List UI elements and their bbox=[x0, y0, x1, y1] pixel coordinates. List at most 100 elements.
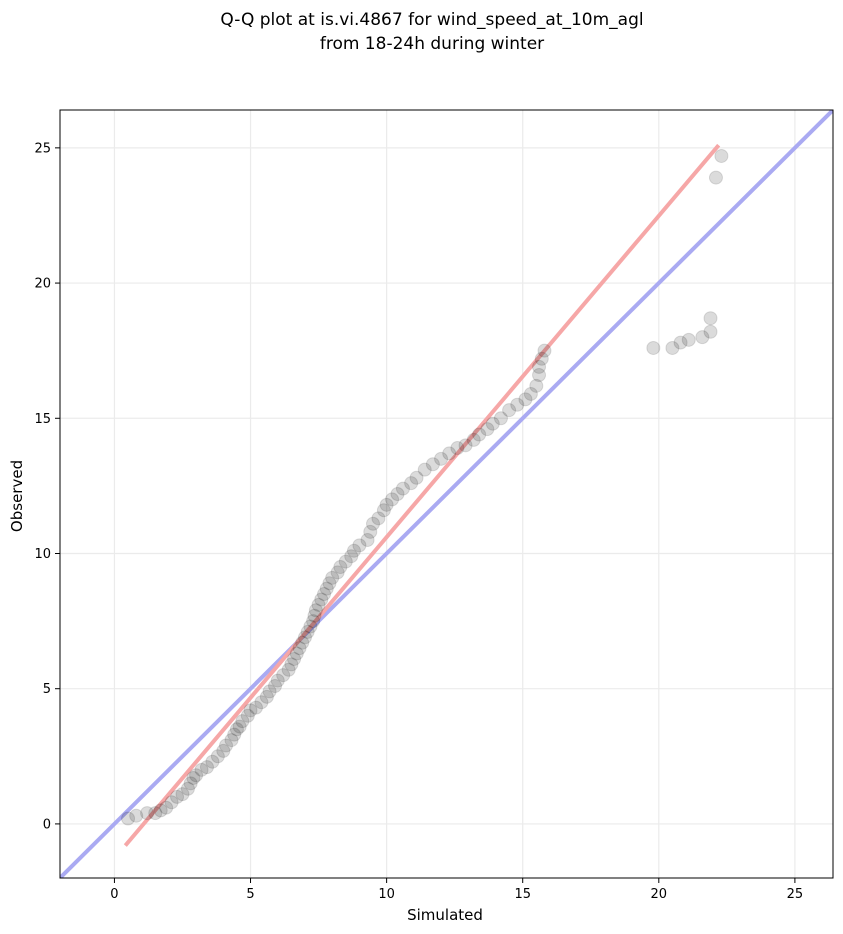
data-point bbox=[480, 422, 495, 437]
data-point bbox=[379, 497, 394, 512]
plot-frame bbox=[59, 109, 834, 879]
data-point bbox=[254, 695, 269, 710]
data-point bbox=[270, 673, 285, 688]
data-point bbox=[205, 754, 220, 769]
y-axis-ticks: 0 5 10 15 20 25 bbox=[34, 141, 60, 832]
data-point bbox=[170, 789, 185, 804]
data-point bbox=[385, 492, 400, 507]
data-point bbox=[703, 311, 718, 326]
data-point bbox=[311, 597, 326, 612]
data-point bbox=[268, 679, 283, 693]
data-point bbox=[404, 476, 419, 491]
identity-line bbox=[60, 110, 833, 878]
data-point bbox=[434, 451, 449, 466]
data-point bbox=[183, 776, 198, 791]
data-point bbox=[363, 524, 378, 539]
data-point bbox=[442, 446, 457, 461]
y-tick-label: 25 bbox=[34, 141, 51, 156]
x-axis-ticks: 0 5 10 15 20 25 bbox=[110, 878, 803, 902]
x-tick-label: 0 bbox=[110, 887, 118, 902]
data-point bbox=[175, 787, 190, 802]
data-point bbox=[450, 441, 465, 456]
data-point bbox=[303, 619, 318, 634]
data-point bbox=[259, 689, 274, 704]
data-point bbox=[344, 549, 359, 564]
y-tick-label: 15 bbox=[34, 412, 51, 427]
data-point bbox=[235, 714, 250, 729]
data-point bbox=[532, 359, 547, 374]
data-point bbox=[518, 392, 533, 407]
data-point bbox=[229, 722, 244, 737]
y-tick-label: 20 bbox=[34, 277, 51, 292]
grid-lines bbox=[60, 110, 833, 878]
data-point bbox=[366, 516, 381, 531]
x-tick-label: 25 bbox=[787, 887, 804, 902]
data-point bbox=[210, 749, 225, 764]
x-tick-label: 20 bbox=[651, 887, 668, 902]
data-point bbox=[129, 808, 144, 823]
data-point bbox=[371, 511, 386, 526]
data-point bbox=[458, 438, 473, 453]
data-point bbox=[194, 762, 209, 777]
data-point bbox=[224, 733, 239, 748]
data-point bbox=[390, 487, 405, 501]
data-point bbox=[289, 646, 304, 661]
y-tick-label: 5 bbox=[43, 682, 51, 697]
data-point bbox=[276, 668, 291, 683]
data-point bbox=[523, 386, 538, 401]
data-point bbox=[673, 335, 688, 350]
data-point bbox=[153, 803, 168, 818]
data-point bbox=[376, 503, 391, 518]
data-point bbox=[395, 481, 410, 496]
data-point bbox=[186, 770, 201, 785]
chart-title-line-1: Q-Q plot at is.vi.4867 for wind_speed_at… bbox=[220, 10, 643, 30]
data-point bbox=[346, 543, 361, 558]
data-point bbox=[281, 662, 296, 677]
data-point bbox=[502, 403, 517, 418]
data-point bbox=[532, 368, 547, 383]
data-point bbox=[232, 719, 247, 734]
data-point bbox=[537, 343, 552, 358]
x-tick-label: 10 bbox=[378, 887, 395, 902]
data-point bbox=[681, 332, 696, 347]
x-tick-label: 5 bbox=[246, 887, 254, 902]
data-point bbox=[317, 587, 332, 602]
data-point bbox=[295, 635, 310, 650]
data-point bbox=[325, 570, 340, 585]
data-point bbox=[216, 743, 231, 758]
data-point bbox=[665, 340, 680, 355]
data-point bbox=[243, 703, 258, 718]
fit-line bbox=[123, 143, 721, 847]
data-point bbox=[425, 457, 440, 472]
data-point bbox=[227, 727, 242, 742]
data-point bbox=[121, 811, 136, 826]
data-point bbox=[322, 576, 337, 591]
y-axis-label: Observed bbox=[8, 460, 26, 532]
data-point bbox=[338, 554, 353, 569]
data-point bbox=[140, 806, 155, 821]
data-point bbox=[248, 700, 263, 715]
data-point bbox=[466, 432, 481, 447]
data-point bbox=[352, 538, 367, 553]
x-tick-label: 15 bbox=[514, 887, 531, 902]
data-point bbox=[360, 532, 375, 547]
data-point bbox=[333, 560, 348, 575]
data-point bbox=[695, 330, 710, 345]
chart-title-line-2: from 18-24h during winter bbox=[320, 34, 544, 54]
x-axis-label: Simulated bbox=[407, 906, 483, 924]
data-point bbox=[417, 462, 432, 477]
data-points bbox=[121, 148, 729, 826]
data-point bbox=[646, 340, 661, 355]
data-point bbox=[219, 738, 234, 753]
data-point bbox=[409, 470, 424, 485]
data-point bbox=[330, 565, 345, 580]
data-point bbox=[240, 708, 255, 723]
data-point bbox=[307, 608, 322, 623]
data-point bbox=[485, 416, 500, 431]
data-point bbox=[148, 806, 163, 821]
data-point bbox=[159, 800, 174, 815]
data-point bbox=[510, 397, 525, 412]
data-point bbox=[314, 592, 329, 607]
data-point bbox=[308, 603, 323, 618]
